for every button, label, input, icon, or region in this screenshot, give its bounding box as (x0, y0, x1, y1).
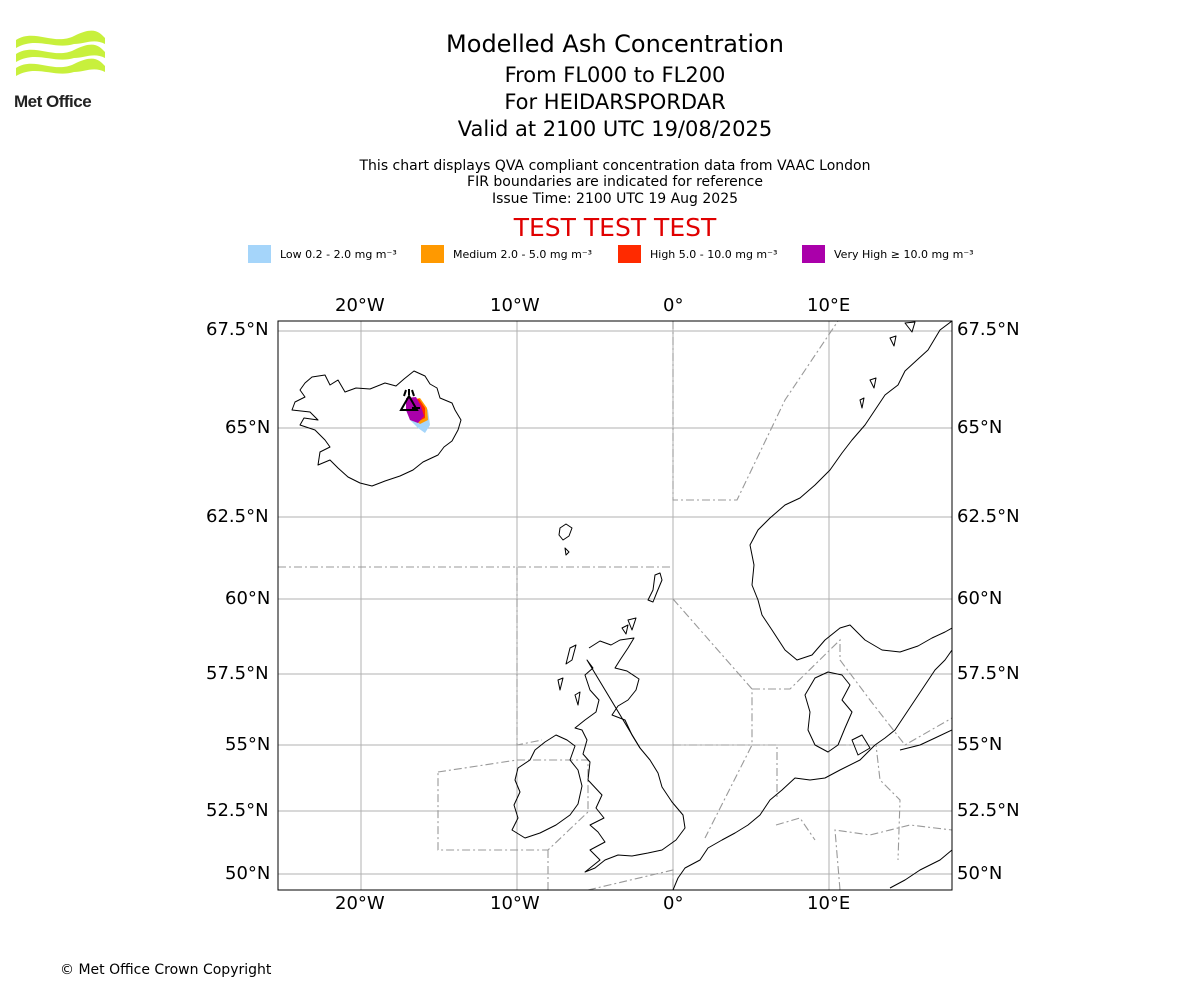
baltic-coast (899, 729, 952, 751)
bottom-lon-tick: 10°W (490, 893, 540, 914)
left-lat-tick: 62.5°N (206, 506, 269, 527)
left-lat-tick: 50°N (225, 863, 271, 884)
bottom-lon-tick: 20°W (335, 893, 385, 914)
legend-swatch-very-high (802, 245, 825, 263)
fir-boundaries (278, 321, 952, 890)
top-lon-tick: 0° (663, 295, 684, 316)
left-lat-tick: 60°N (225, 588, 271, 609)
right-lat-tick: 67.5°N (957, 319, 1020, 340)
info-fir: FIR boundaries are indicated for referen… (467, 174, 763, 190)
right-lat-tick: 57.5°N (957, 663, 1020, 684)
graticule (278, 321, 952, 890)
east-coast (889, 849, 952, 889)
england-coast (574, 659, 686, 873)
right-lat-tick: 52.5°N (957, 800, 1020, 821)
left-lat-tick: 65°N (225, 417, 271, 438)
left-lat-tick: 55°N (225, 734, 271, 755)
right-lat-tick: 55°N (957, 734, 1003, 755)
left-lat-tick: 52.5°N (206, 800, 269, 821)
legend-label-medium: Medium 2.0 - 5.0 mg m⁻³ (453, 247, 593, 261)
right-lat-tick: 62.5°N (957, 506, 1020, 527)
left-lat-tick: 57.5°N (206, 663, 269, 684)
logo-text: Met Office (14, 92, 92, 111)
met-office-logo: Met Office (14, 30, 106, 112)
hebrides (557, 617, 637, 706)
legend-item-low: Low 0.2 - 2.0 mg m⁻³ (248, 244, 397, 264)
volcano-marker (399, 389, 420, 411)
right-lat-tick: 60°N (957, 588, 1003, 609)
norway-coast (749, 321, 952, 661)
denmark-coast (804, 671, 871, 756)
chart-title: Modelled Ash Concentration (446, 30, 784, 58)
legend-swatch-low (248, 245, 271, 263)
top-lon-tick: 20°W (335, 295, 385, 316)
flight-level-range: From FL000 to FL200 (504, 63, 726, 87)
scotland-coast (588, 637, 641, 749)
coastlines (291, 321, 952, 890)
legend-item-very-high: Very High ≥ 10.0 mg m⁻³ (802, 244, 974, 264)
shetland (647, 572, 663, 603)
left-lat-tick: 67.5°N (206, 319, 269, 340)
map-frame (277, 320, 953, 891)
legend-label-high: High 5.0 - 10.0 mg m⁻³ (650, 247, 778, 261)
right-lat-tick: 65°N (957, 417, 1003, 438)
faroe-south-islands (621, 624, 629, 635)
legend-item-high: High 5.0 - 10.0 mg m⁻³ (618, 244, 777, 264)
bottom-lon-tick: 0° (663, 893, 684, 914)
valid-time: Valid at 2100 UTC 19/08/2025 (457, 117, 773, 141)
legend-swatch-medium (421, 245, 444, 263)
test-banner: TEST TEST TEST (513, 213, 717, 242)
norway-islands (859, 321, 916, 409)
faroe-islands (558, 523, 573, 556)
right-lat-tick: 50°N (957, 863, 1003, 884)
top-lon-tick: 10°E (807, 295, 851, 316)
iceland-coast (291, 370, 462, 487)
logo-waves-icon (16, 30, 105, 76)
volcano-name: For HEIDARSPORDAR (504, 90, 726, 114)
legend-swatch-high (618, 245, 641, 263)
sweden-coast (874, 649, 952, 746)
legend-item-medium: Medium 2.0 - 5.0 mg m⁻³ (421, 244, 592, 264)
continent-coast (672, 744, 876, 890)
legend-label-very-high: Very High ≥ 10.0 mg m⁻³ (834, 247, 974, 261)
legend-label-low: Low 0.2 - 2.0 mg m⁻³ (280, 247, 397, 261)
info-compliance: This chart displays QVA compliant concen… (359, 158, 871, 174)
bottom-lon-tick: 10°E (807, 893, 851, 914)
info-issue-time: Issue Time: 2100 UTC 19 Aug 2025 (491, 191, 739, 207)
top-lon-tick: 10°W (490, 295, 540, 316)
copyright-notice: © Met Office Crown Copyright (60, 962, 272, 978)
ireland-coast (511, 734, 583, 839)
